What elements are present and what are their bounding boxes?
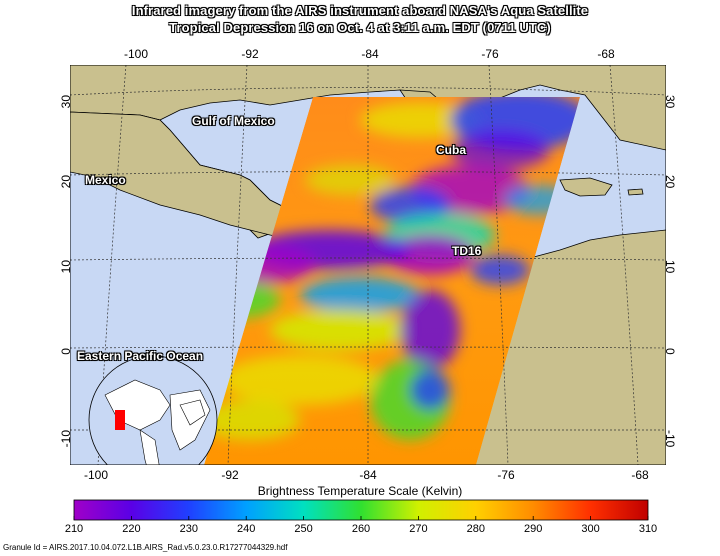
colorbar-tick-label: 230 [179,523,198,535]
colorbar-tick-label: 310 [638,523,658,535]
lon-tick-top: -76 [481,47,499,61]
lon-tick-top: -100 [123,47,149,61]
lon-tick-top: -84 [361,47,379,61]
colorbar-tick-label: 260 [351,523,371,535]
label-td16: TD16 [452,244,482,258]
label-cuba: Cuba [436,143,466,157]
lat-tick-right: 20 [663,175,677,189]
lat-tick-right: 30 [663,95,677,109]
lat-tick-left: 30 [59,95,73,109]
colorbar-title: Brightness Temperature Scale (Kelvin) [257,484,463,498]
label-eastern-pacific-ocean: Eastern Pacific Ocean [77,349,204,363]
label-mexico: Mexico [85,173,126,187]
colorbar-tick-label: 280 [466,523,485,535]
lat-tick-left: -10 [59,430,73,448]
map-title-line-1: Infrared imagery from the AIRS instrumen… [131,3,589,18]
lon-tick-bottom: -68 [631,468,649,482]
colorbar-tick-label: 210 [64,523,84,535]
colorbar-tick-label: 220 [122,523,141,535]
land-puerto-rico [627,188,644,196]
lon-tick-bottom: -92 [221,468,239,482]
lon-tick-top: -92 [241,47,259,61]
lat-tick-left: 20 [59,175,73,189]
colorbar-tick-label: 240 [237,523,256,535]
graticule [70,65,666,465]
map-title-line-2: Tropical Depression 16 on Oct. 4 at 3:11… [169,20,551,35]
lon-tick-bottom: -84 [359,468,377,482]
inset-globe [88,355,218,465]
colorbar [73,499,649,521]
colorbar-tick-label: 300 [581,523,600,535]
lat-tick-right: -10 [663,430,677,448]
granule-id: Granule Id = AIRS.2017.10.04.072.L1B.AIR… [3,543,288,552]
lat-tick-left: 10 [59,260,73,274]
lat-tick-left: 0 [59,348,73,355]
lon-tick-bottom: -100 [83,468,109,482]
satellite-map [70,65,666,465]
colorbar-tick-label: 290 [524,523,543,535]
lon-tick-top: -68 [597,47,615,61]
land-hispaniola [559,177,613,197]
colorbar-tick-label: 270 [409,523,428,535]
lat-tick-right: 0 [663,348,677,355]
lat-tick-right: 10 [663,260,677,274]
lon-tick-bottom: -76 [497,468,515,482]
label-gulf-of-mexico: Gulf of Mexico [192,114,275,128]
colorbar-tick-label: 250 [294,523,313,535]
